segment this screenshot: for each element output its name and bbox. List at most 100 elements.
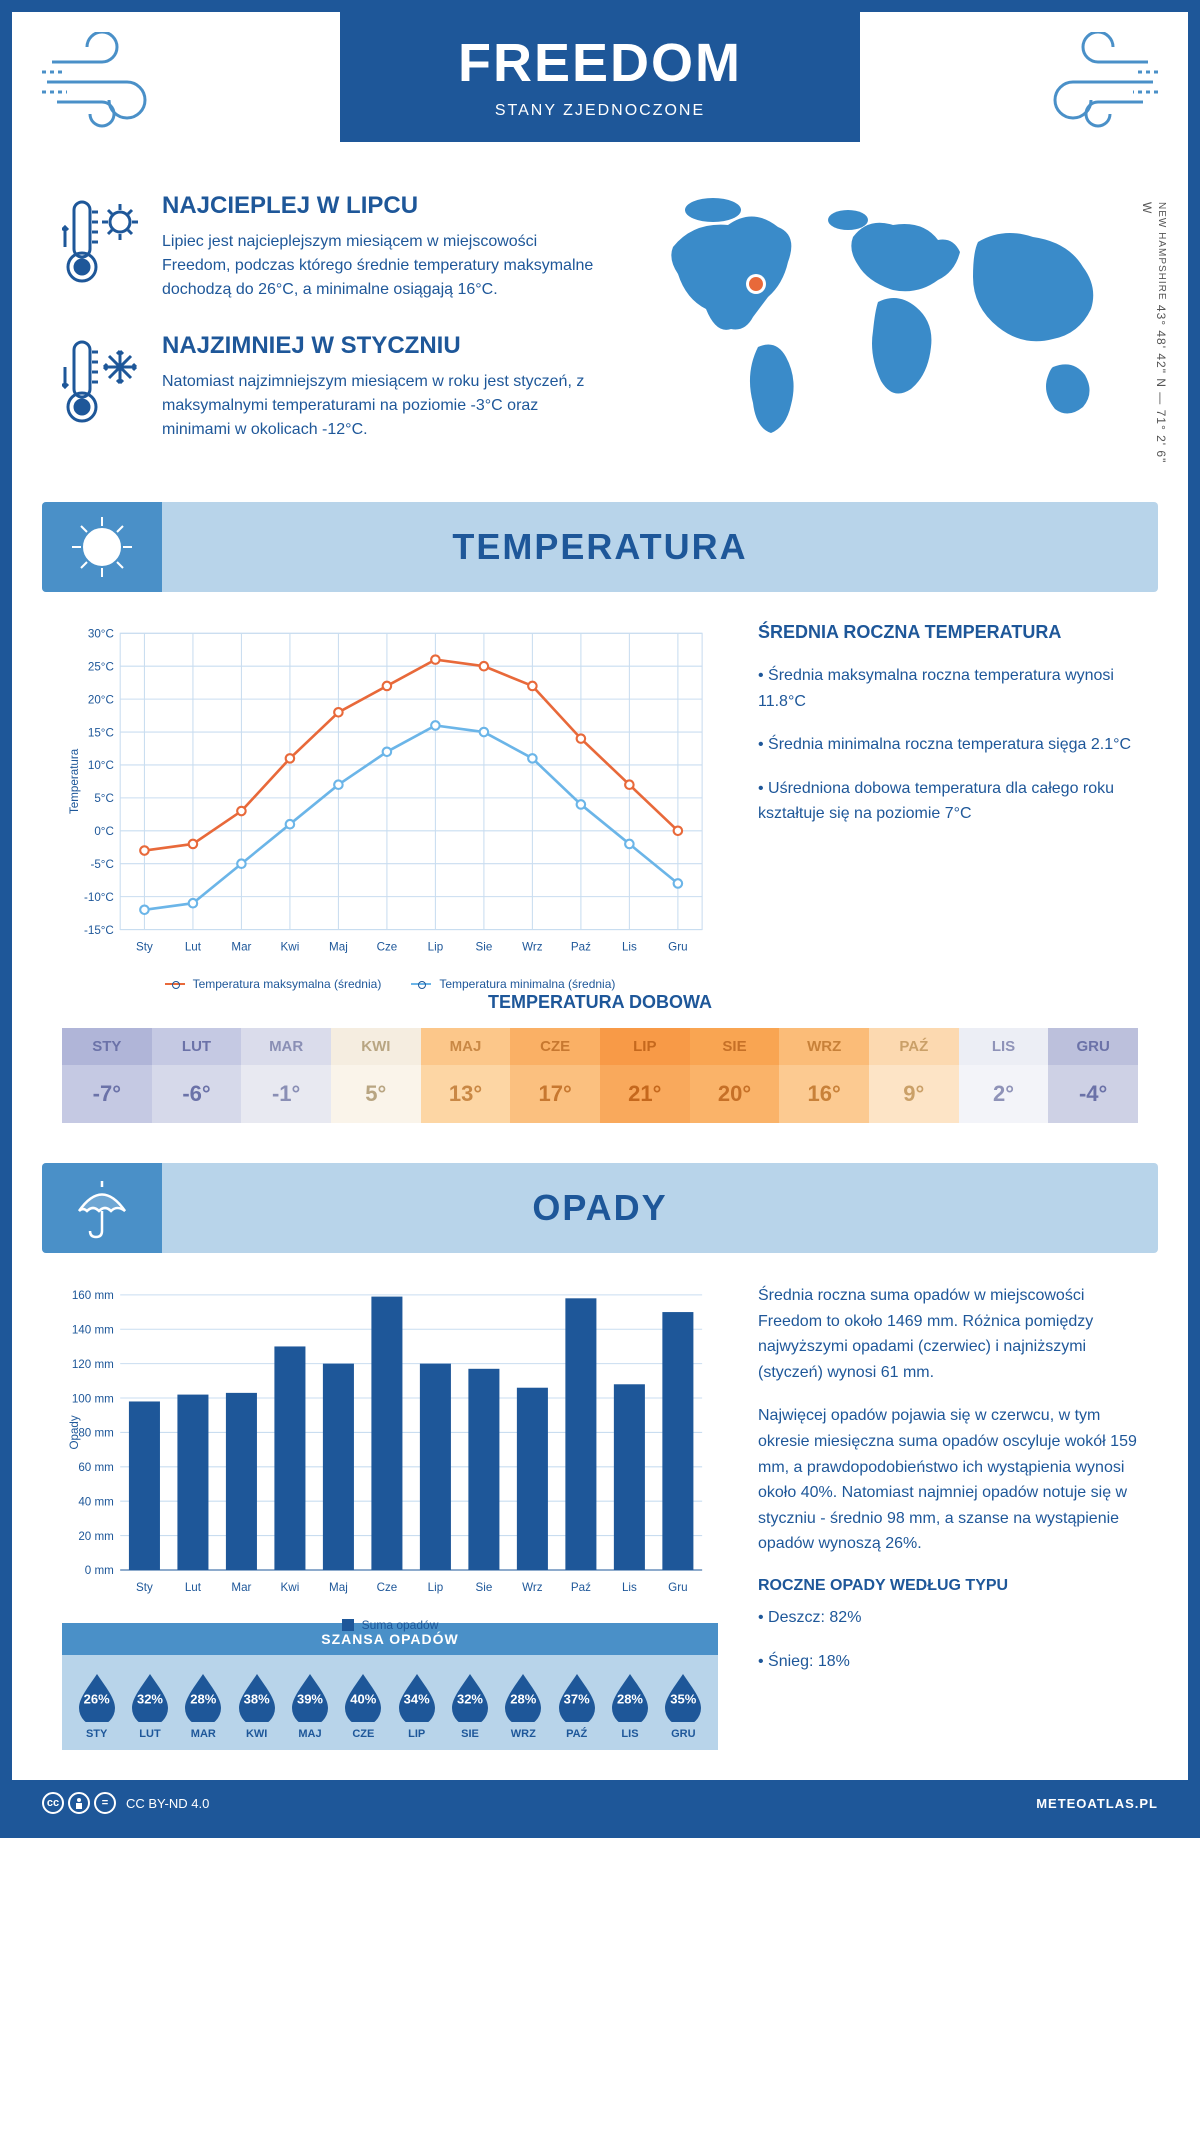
temp-bullet-0: • Średnia maksymalna roczna temperatura … (758, 663, 1138, 714)
svg-text:-10°C: -10°C (84, 891, 114, 904)
svg-text:-15°C: -15°C (84, 924, 114, 937)
daily-temp-title: TEMPERATURA DOBOWA (62, 992, 1138, 1013)
chance-item: 28% LIS (605, 1670, 654, 1740)
footer-license: cc = CC BY-ND 4.0 (42, 1792, 209, 1814)
chance-value: 37% (564, 1691, 590, 1706)
temperature-chart: -15°C-10°C-5°C0°C5°C10°C15°C20°C25°C30°C… (62, 622, 718, 962)
svg-text:Sty: Sty (136, 1581, 153, 1594)
daily-temp-table: STYLUTMARKWIMAJCZELIPSIEWRZPAŹLISGRU-7°-… (62, 1028, 1138, 1123)
chance-item: 28% MAR (179, 1670, 228, 1740)
chance-month: KWI (232, 1728, 281, 1740)
svg-text:Sie: Sie (475, 941, 492, 954)
svg-text:Lis: Lis (622, 1581, 637, 1594)
svg-text:160 mm: 160 mm (72, 1289, 114, 1302)
svg-text:20 mm: 20 mm (78, 1530, 114, 1543)
temperature-content: -15°C-10°C-5°C0°C5°C10°C15°C20°C25°C30°C… (12, 592, 1188, 992)
legend-min: Temperatura minimalna (średnia) (411, 977, 615, 991)
month-header: MAR (241, 1028, 331, 1065)
license-label: CC BY-ND 4.0 (126, 1796, 209, 1811)
chance-month: MAR (179, 1728, 228, 1740)
temp-value: -4° (1048, 1065, 1138, 1123)
chance-value: 28% (190, 1691, 216, 1706)
svg-text:10°C: 10°C (88, 759, 114, 772)
temp-value: 13° (421, 1065, 511, 1123)
fact-coldest-title: NAJZIMNIEJ W STYCZNIU (162, 332, 598, 360)
svg-text:Lut: Lut (185, 941, 202, 954)
thermometer-snow-icon (62, 332, 142, 442)
chance-item: 34% LIP (392, 1670, 441, 1740)
temp-value: 5° (331, 1065, 421, 1123)
chance-value: 28% (510, 1691, 536, 1706)
svg-text:60 mm: 60 mm (78, 1461, 114, 1474)
svg-text:20°C: 20°C (88, 693, 114, 706)
temp-value: 16° (779, 1065, 869, 1123)
drop-icon: 28% (608, 1670, 652, 1722)
daily-temperature: TEMPERATURA DOBOWA STYLUTMARKWIMAJCZELIP… (12, 992, 1188, 1163)
svg-text:0 mm: 0 mm (85, 1564, 114, 1577)
svg-text:Gru: Gru (668, 1581, 687, 1594)
drop-icon: 32% (448, 1670, 492, 1722)
temp-bullet-1: • Średnia minimalna roczna temperatura s… (758, 732, 1138, 758)
precip-para-1: Średnia roczna suma opadów w miejscowośc… (758, 1283, 1138, 1385)
precip-type-rain: • Deszcz: 82% (758, 1605, 1138, 1631)
drop-icon: 40% (341, 1670, 385, 1722)
country-label: STANY ZJEDNOCZONE (340, 102, 860, 120)
month-header: KWI (331, 1028, 421, 1065)
svg-text:40 mm: 40 mm (78, 1495, 114, 1508)
section-title-temperature: TEMPERATURA (42, 502, 1158, 592)
region-label: NEW HAMPSHIRE (1156, 202, 1167, 301)
fact-warmest: NAJCIEPLEJ W LIPCU Lipiec jest najcieple… (62, 192, 598, 302)
chance-value: 32% (137, 1691, 163, 1706)
header-banner: FREEDOM STANY ZJEDNOCZONE (340, 12, 860, 142)
svg-text:30°C: 30°C (88, 628, 114, 641)
temp-value: 21° (600, 1065, 690, 1123)
drop-icon: 35% (661, 1670, 705, 1722)
svg-text:Paź: Paź (571, 1581, 591, 1594)
temp-value: 2° (959, 1065, 1049, 1123)
fact-coldest-text: Natomiast najzimniejszym miesiącem w rok… (162, 370, 598, 442)
svg-text:Maj: Maj (329, 1581, 348, 1594)
chance-value: 38% (244, 1691, 270, 1706)
drop-icon: 37% (555, 1670, 599, 1722)
chance-month: LIP (392, 1728, 441, 1740)
chance-item: 39% MAJ (285, 1670, 334, 1740)
legend-max: Temperatura maksymalna (średnia) (165, 977, 382, 991)
coordinates: NEW HAMPSHIRE 43° 48' 42" N — 71° 2' 6" … (1140, 202, 1168, 472)
page-title: FREEDOM (340, 32, 860, 94)
section-title-precipitation: OPADY (42, 1163, 1158, 1253)
temperature-legend: Temperatura maksymalna (średnia) Tempera… (62, 977, 718, 991)
precipitation-left: 0 mm20 mm40 mm60 mm80 mm100 mm120 mm140 … (62, 1283, 718, 1750)
chance-month: LUT (125, 1728, 174, 1740)
svg-text:Cze: Cze (377, 1581, 398, 1594)
page-container: FREEDOM STANY ZJEDNOCZONE (0, 0, 1200, 1838)
footer: cc = CC BY-ND 4.0 METEOATLAS.PL (12, 1780, 1188, 1826)
chance-item: 35% GRU (659, 1670, 708, 1740)
month-header: WRZ (779, 1028, 869, 1065)
chance-item: 26% STY (72, 1670, 121, 1740)
drop-icon: 28% (181, 1670, 225, 1722)
sun-badge-icon (42, 502, 162, 592)
umbrella-badge-icon (42, 1163, 162, 1253)
intro-section: NAJCIEPLEJ W LIPCU Lipiec jest najcieple… (12, 172, 1188, 502)
month-header: LUT (152, 1028, 242, 1065)
chance-value: 39% (297, 1691, 323, 1706)
cc-icons: cc = (42, 1792, 116, 1814)
fact-warmest-text: Lipiec jest najcieplejszym miesiącem w m… (162, 230, 598, 302)
chance-item: 32% LUT (125, 1670, 174, 1740)
chance-item: 40% CZE (339, 1670, 388, 1740)
svg-text:Sty: Sty (136, 941, 153, 954)
chance-month: LIS (605, 1728, 654, 1740)
chance-month: MAJ (285, 1728, 334, 1740)
temp-value: -6° (152, 1065, 242, 1123)
chance-item: 38% KWI (232, 1670, 281, 1740)
svg-text:Kwi: Kwi (281, 1581, 300, 1594)
temp-value: 9° (869, 1065, 959, 1123)
chance-month: CZE (339, 1728, 388, 1740)
svg-text:0°C: 0°C (94, 825, 114, 838)
drop-icon: 32% (128, 1670, 172, 1722)
intro-facts: NAJCIEPLEJ W LIPCU Lipiec jest najcieple… (62, 192, 598, 472)
chance-month: PAŹ (552, 1728, 601, 1740)
drop-icon: 38% (235, 1670, 279, 1722)
svg-text:140 mm: 140 mm (72, 1323, 114, 1336)
svg-text:Maj: Maj (329, 941, 348, 954)
